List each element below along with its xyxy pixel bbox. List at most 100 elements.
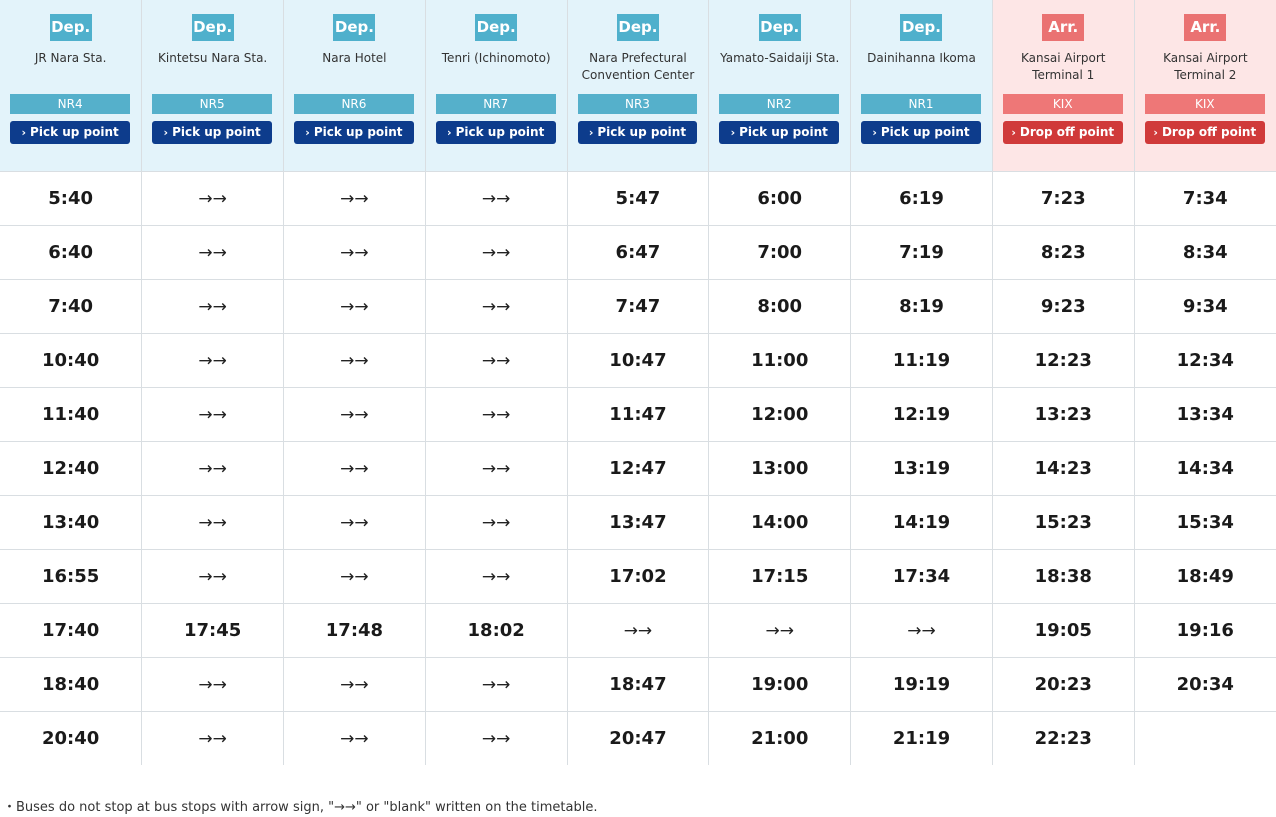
time-cell: 19:19	[850, 657, 993, 712]
pass-through-cell: →→	[141, 549, 285, 604]
station-header: Dep. Yamato-Saidaiji Sta. NR2 › Pick up poin…	[708, 0, 852, 172]
station-name: Nara Prefectural Convention Center	[581, 51, 695, 82]
station-name: Nara Hotel	[322, 51, 387, 65]
point-button-label: Drop off point	[1019, 125, 1115, 139]
station-name: Yamato-Saidaiji Sta.	[720, 51, 840, 65]
time-cell: 16:55	[0, 549, 143, 604]
pick-up-point-button[interactable]: › Pick up point	[152, 121, 273, 144]
stop-type-badge: Dep.	[900, 14, 943, 41]
station-header: Dep. JR Nara Sta. NR4 › Pick up point	[0, 0, 143, 172]
time-cell: 9:34	[1134, 279, 1276, 334]
pass-through-cell: →→	[850, 603, 993, 658]
station-name: Dainihanna Ikoma	[867, 51, 976, 65]
timetable-row: 17:40 17:45 17:48 18:02 →→ →→ →→ 19:05 19:16	[0, 603, 1276, 658]
station-code-badge: KIX	[1002, 94, 1123, 114]
time-cell: 7:40	[0, 279, 143, 334]
pick-up-point-button[interactable]: › Pick up point	[294, 121, 414, 144]
time-cell: 11:40	[0, 387, 143, 442]
time-cell: 17:15	[708, 549, 852, 604]
timetable-row: 6:40 →→ →→ →→ 6:47 7:00 7:19 8:23 8:34	[0, 225, 1276, 280]
timetable-row: 10:40 →→ →→ →→ 10:47 11:00 11:19 12:23 12:34	[0, 333, 1276, 388]
time-cell: 7:23	[992, 171, 1135, 226]
station-code-badge: NR7	[435, 94, 556, 114]
point-button-label: Drop off point	[1161, 125, 1257, 139]
chevron-right-icon: ›	[1011, 126, 1016, 139]
pick-up-point-button[interactable]: › Pick up point	[861, 121, 981, 144]
time-cell: 13:47	[567, 495, 710, 550]
station-header-inner: Dep. Nara Prefectural Convention Center NR…	[568, 0, 709, 171]
chevron-right-icon: ›	[730, 126, 736, 139]
pass-through-cell: →→	[425, 279, 568, 334]
time-cell: 5:47	[567, 171, 710, 226]
pass-through-cell: →→	[567, 603, 710, 658]
time-cell: 11:47	[567, 387, 710, 442]
timetable-row: 13:40 →→ →→ →→ 13:47 14:00 14:19 15:23 15:34	[0, 495, 1276, 550]
drop-off-point-button[interactable]: › Drop off point	[1144, 121, 1265, 144]
pass-through-cell: →→	[283, 333, 426, 388]
pick-up-point-button[interactable]: › Pick up point	[10, 121, 131, 144]
point-button-label: Pick up point	[880, 125, 970, 139]
time-cell: 6:19	[850, 171, 993, 226]
timetable-note: ・Buses do not stop at bus stops with arr…	[3, 800, 598, 815]
chevron-right-icon: ›	[21, 126, 27, 139]
pass-through-cell: →→	[283, 657, 426, 712]
station-code-badge: NR3	[577, 94, 698, 114]
point-button-label: Pick up point	[739, 125, 828, 139]
point-button-label: Pick up point	[30, 125, 119, 139]
time-cell: 17:34	[850, 549, 993, 604]
pass-through-cell: →→	[141, 441, 285, 496]
time-cell: 13:34	[1134, 387, 1276, 442]
time-cell: 19:16	[1134, 603, 1276, 658]
time-cell: 6:00	[708, 171, 852, 226]
station-name: Kansai Airport Terminal 2	[1163, 51, 1248, 82]
timetable-header-row: Dep. JR Nara Sta. NR4 › Pick up point Dep. Kin…	[0, 0, 1276, 172]
station-header: Arr. Kansai Airport Terminal 2 KIX › Drop of…	[1134, 0, 1276, 172]
time-cell: 13:23	[992, 387, 1135, 442]
station-header: Dep. Tenri (Ichinomoto) NR7 › Pick up point	[425, 0, 568, 172]
pass-through-cell: →→	[141, 495, 285, 550]
pass-through-cell: →→	[283, 225, 426, 280]
pass-through-cell: →→	[141, 387, 285, 442]
time-cell: 5:40	[0, 171, 143, 226]
station-name: JR Nara Sta.	[34, 51, 107, 65]
pick-up-point-button[interactable]: › Pick up point	[435, 121, 556, 144]
chevron-right-icon: ›	[872, 126, 877, 139]
pass-through-cell: →→	[425, 711, 568, 765]
station-code-badge: NR1	[861, 94, 981, 114]
time-cell: 8:00	[708, 279, 852, 334]
station-header-inner: Dep. JR Nara Sta. NR4 › Pick up point	[0, 0, 141, 171]
time-cell: 18:38	[992, 549, 1135, 604]
station-header: Dep. Nara Hotel NR6 › Pick up point	[283, 0, 426, 172]
timetable-row: 11:40 →→ →→ →→ 11:47 12:00 12:19 13:23 13:34	[0, 387, 1276, 442]
timetable-row: 7:40 →→ →→ →→ 7:47 8:00 8:19 9:23 9:34	[0, 279, 1276, 334]
pick-up-point-button[interactable]: › Pick up point	[719, 121, 840, 144]
time-cell: 17:40	[0, 603, 143, 658]
station-header: Dep. Kintetsu Nara Sta. NR5 › Pick up point	[141, 0, 285, 172]
pass-through-cell: →→	[708, 603, 852, 658]
station-header: Dep. Nara Prefectural Convention Center NR…	[567, 0, 710, 172]
time-cell: 20:34	[1134, 657, 1276, 712]
time-cell: 9:23	[992, 279, 1135, 334]
station-header-inner: Dep. Dainihanna Ikoma NR1 › Pick up point	[851, 0, 992, 171]
pass-through-cell: →→	[283, 549, 426, 604]
bus-timetable: Dep. JR Nara Sta. NR4 › Pick up point Dep. Kin…	[0, 0, 1276, 765]
station-header: Dep. Dainihanna Ikoma NR1 › Pick up point	[850, 0, 993, 172]
blank-cell	[1134, 712, 1276, 766]
pass-through-cell: →→	[425, 657, 568, 712]
drop-off-point-button[interactable]: › Drop off point	[1002, 121, 1123, 144]
pass-through-cell: →→	[141, 225, 285, 280]
stop-type-badge: Dep.	[758, 14, 801, 41]
stop-type-badge: Arr.	[1184, 14, 1227, 41]
time-cell: 7:34	[1134, 171, 1276, 226]
time-cell: 20:47	[567, 711, 710, 765]
pass-through-cell: →→	[283, 171, 426, 226]
time-cell: 11:19	[850, 333, 993, 388]
time-cell: 7:00	[708, 225, 852, 280]
pass-through-cell: →→	[425, 225, 568, 280]
chevron-right-icon: ›	[447, 126, 452, 139]
pick-up-point-button[interactable]: › Pick up point	[577, 121, 698, 144]
time-cell: 18:49	[1134, 549, 1276, 604]
pass-through-cell: →→	[283, 441, 426, 496]
time-cell: 12:19	[850, 387, 993, 442]
timetable-row: 20:40 →→ →→ →→ 20:47 21:00 21:19 22:23	[0, 711, 1276, 766]
